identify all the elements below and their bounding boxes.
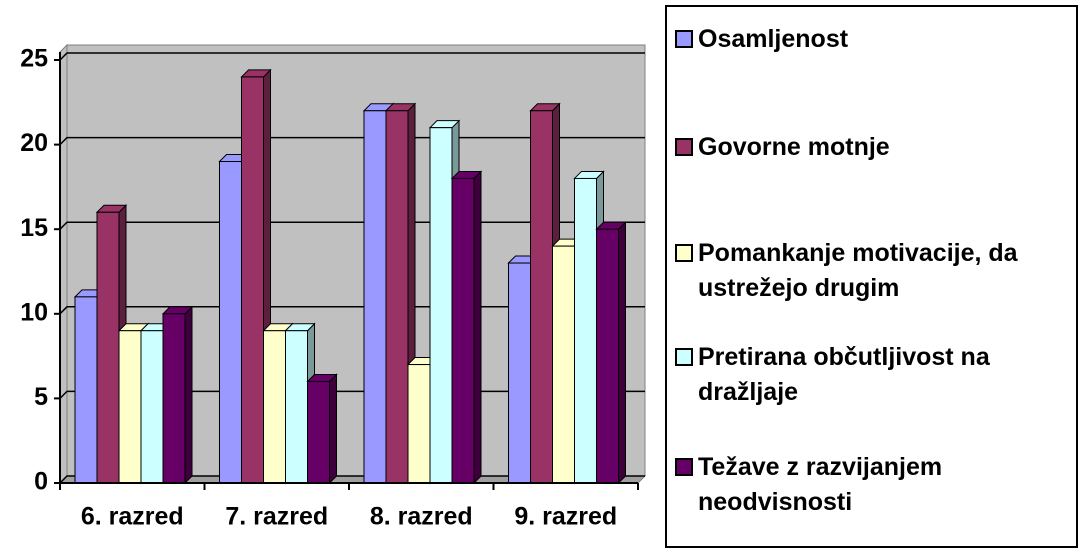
bar [574, 177, 597, 484]
bar-side [618, 220, 626, 485]
x-tick-label: 9. razred [514, 503, 617, 531]
bar-side [473, 170, 482, 485]
bar [385, 110, 409, 484]
y-tick-label: 5 [34, 383, 48, 411]
y-tick-label: 25 [20, 45, 48, 73]
bar [219, 161, 242, 484]
bar [451, 177, 475, 484]
side-wall [59, 43, 68, 485]
bar [429, 127, 453, 484]
legend-entry: Govorne motnje [675, 133, 1070, 165]
bar [307, 380, 330, 484]
bar [162, 313, 186, 484]
bar-side [329, 373, 337, 485]
bar [407, 364, 431, 484]
legend-label: Pretirana občutljivost na dražljaje [698, 343, 990, 406]
legend-swatch [675, 348, 693, 366]
legend: Osamljenost Govorne motnje Pomankanje moti… [665, 5, 1078, 548]
legend-label: Govorne motnje [698, 133, 890, 161]
bar [508, 262, 531, 484]
x-tick-label: 7. razred [225, 503, 328, 531]
legend-label: Težave z razvijanjem neodvisnosti [698, 453, 943, 516]
x-tick-label: 6. razred [81, 503, 184, 531]
y-tick-label: 0 [34, 468, 48, 496]
bar [363, 110, 387, 484]
x-tick-label: 8. razred [370, 503, 473, 531]
legend-swatch [675, 458, 693, 476]
y-tick-label: 15 [20, 214, 48, 242]
y-tick-label: 10 [20, 298, 48, 326]
chart: 0 5 10 15 20 25 6. razred 7. razred 8. razred 9. … [20, 43, 647, 531]
legend-entry: Pomankanje motivacije, da ustrežejo drug… [675, 239, 1070, 306]
bar [140, 330, 164, 484]
y-tick-label: 20 [20, 129, 48, 157]
bar [74, 296, 98, 484]
legend-label: Pomankanje motivacije, da ustrežejo drug… [698, 239, 1018, 302]
legend-swatch [675, 138, 693, 156]
grid-line [59, 52, 645, 61]
legend-swatch [675, 30, 693, 48]
bar [96, 211, 120, 484]
bar [118, 330, 142, 484]
legend-entry: Osamljenost [675, 25, 1070, 57]
legend-label: Osamljenost [698, 25, 849, 53]
bar [263, 330, 286, 484]
bar-side [184, 305, 193, 485]
bar [530, 110, 553, 484]
legend-entry: Težave z razvijanjem neodvisnosti [675, 453, 1070, 520]
legend-swatch [675, 244, 693, 262]
bar [241, 76, 264, 484]
bar [285, 330, 308, 484]
legend-entry: Pretirana občutljivost na dražljaje [675, 343, 1070, 410]
bar [552, 245, 575, 484]
bar [596, 228, 619, 484]
